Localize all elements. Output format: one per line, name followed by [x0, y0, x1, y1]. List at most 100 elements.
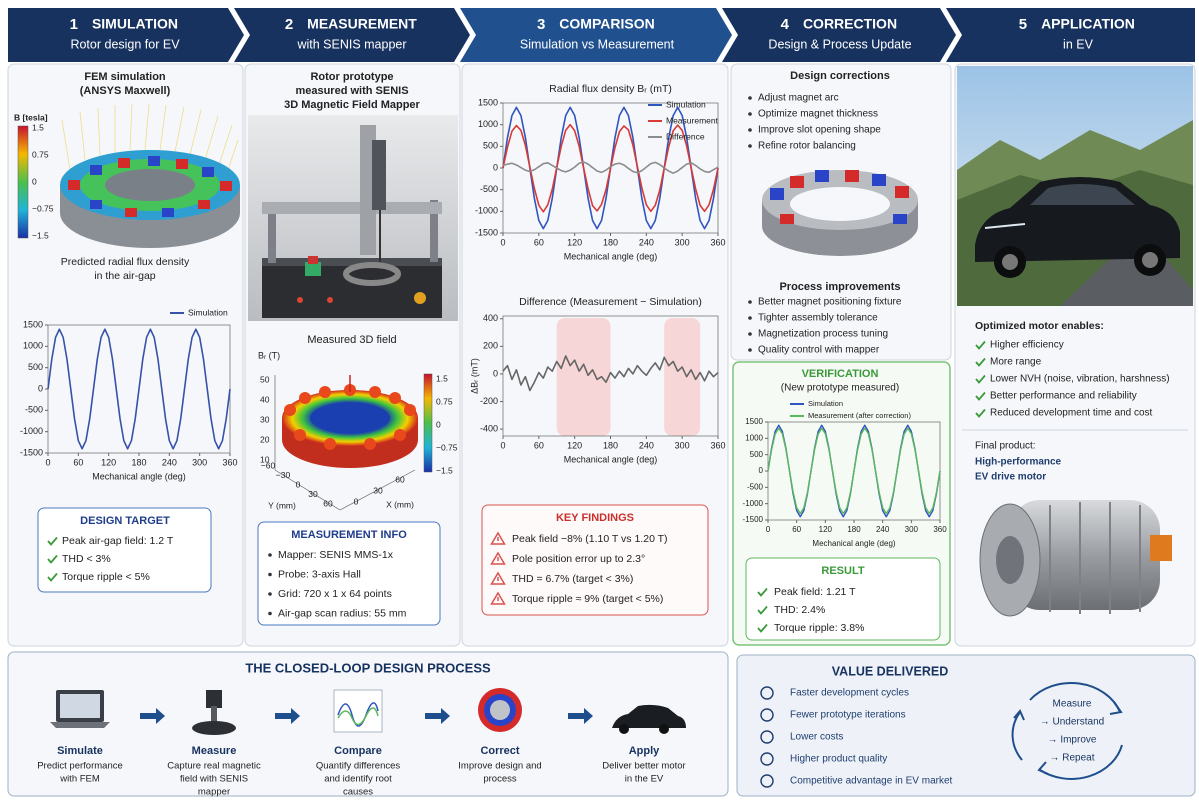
- y-tick-label: 400: [483, 313, 498, 323]
- findings-box: [481, 504, 709, 616]
- bullet: [268, 611, 272, 616]
- y-tick-label: 0: [493, 162, 498, 172]
- label: Correct: [480, 745, 519, 757]
- label: EV drive motor: [975, 472, 1046, 483]
- label: Quality control with mapper: [758, 345, 880, 356]
- x-tick-label: 360: [222, 457, 237, 467]
- label: Grid: 720 x 1 x 64 points: [278, 588, 392, 600]
- label: 0: [354, 496, 359, 506]
- label: 0: [296, 479, 301, 489]
- x-tick-label: 0: [766, 525, 771, 534]
- chart-title: Difference (Measurement − Simulation): [519, 296, 702, 308]
- y-tick-label: 1000: [23, 341, 43, 351]
- x-tick-label: 360: [933, 525, 947, 534]
- label: B [tesla]: [14, 112, 48, 122]
- step-subtitle: Simulation vs Measurement: [520, 37, 675, 51]
- label: process: [483, 774, 517, 785]
- label: KEY FINDINGS: [556, 512, 634, 524]
- y-tick-label: -1000: [743, 499, 764, 508]
- y-tick-label: 1500: [745, 417, 763, 426]
- label: Higher product quality: [790, 754, 887, 765]
- label: Peak field: 1.21 T: [774, 586, 856, 598]
- label: RESULT: [821, 565, 864, 577]
- label: Tighter assembly tolerance: [758, 313, 878, 324]
- value-icons: [760, 686, 774, 788]
- car-photo: [957, 66, 1193, 306]
- label: 1.5: [32, 122, 44, 132]
- step-subtitle: Design & Process Update: [768, 37, 911, 51]
- y-tick-label: 1500: [23, 319, 43, 329]
- label: Mapper: SENIS MMS-1x: [278, 549, 394, 561]
- y-tick-label: -500: [25, 405, 43, 415]
- 3d-field-plot: [274, 375, 418, 511]
- mapper-photo: [248, 115, 458, 321]
- label: −30: [276, 470, 291, 480]
- x-tick-label: 300: [675, 440, 690, 450]
- step-title: COMPARISON: [559, 16, 654, 32]
- y-tick-label: 1000: [478, 119, 498, 129]
- label: 0: [32, 176, 37, 186]
- label: in the air-gap: [94, 270, 155, 282]
- label: Final product:: [975, 441, 1036, 452]
- step-number: 4: [781, 16, 790, 33]
- y-tick-label: 0: [759, 466, 764, 475]
- y-tick-label: -1500: [475, 227, 498, 237]
- warning-icon: [490, 531, 506, 545]
- label: Competitive advantage in EV market: [790, 776, 953, 787]
- label: mapper: [198, 787, 230, 798]
- series-line: [502, 355, 719, 392]
- label: 0.75: [32, 149, 49, 159]
- label: −1.5: [436, 465, 453, 475]
- label: More range: [990, 357, 1042, 368]
- check-icon: [975, 391, 986, 401]
- label: Rotor prototype: [310, 71, 393, 83]
- step-subtitle: in EV: [1063, 37, 1094, 51]
- y-tick-label: 500: [750, 450, 764, 459]
- label: DESIGN TARGET: [80, 515, 170, 527]
- label: Torque ripple: 3.8%: [774, 622, 864, 634]
- label: measured with SENIS: [295, 85, 408, 97]
- step-subtitle: with SENIS mapper: [296, 37, 406, 51]
- label: THE CLOSED-LOOP DESIGN PROCESS: [245, 660, 491, 675]
- x-tick-label: 0: [500, 440, 505, 450]
- x-tick-label: 120: [567, 440, 582, 450]
- warning-icon: [490, 571, 506, 585]
- label: Torque ripple ≈ 9% (target < 5%): [512, 593, 663, 605]
- label: 30: [308, 489, 318, 499]
- bullet: [748, 332, 752, 336]
- step-number: 5: [1019, 16, 1027, 33]
- label: Fewer prototype iterations: [790, 710, 906, 721]
- step-chevron: [8, 8, 244, 62]
- x-axis-label: Mechanical angle (deg): [92, 471, 186, 481]
- label: Compare: [334, 745, 382, 757]
- label: Faster development cycles: [790, 688, 909, 699]
- bullet: [748, 144, 752, 148]
- label: → Understand: [1040, 717, 1104, 728]
- label: High-performance: [975, 457, 1062, 468]
- x-axis-label: Mechanical angle (deg): [564, 251, 658, 261]
- step-chevron: [234, 8, 470, 62]
- label: → Repeat: [1049, 753, 1094, 764]
- result-box: [745, 557, 941, 641]
- legend-label: Simulation: [808, 399, 843, 408]
- label: Measured 3D field: [307, 334, 396, 346]
- label: 1.5: [436, 373, 448, 383]
- label: Simulate: [57, 745, 103, 757]
- check-icon: [47, 536, 58, 546]
- x-tick-label: 0: [45, 457, 50, 467]
- y-tick-label: -500: [480, 184, 498, 194]
- label: and identify root: [324, 774, 392, 785]
- step-chevron: [460, 8, 732, 62]
- x-tick-label: 60: [534, 440, 544, 450]
- x-tick-label: 300: [905, 525, 919, 534]
- x-tick-label: 240: [876, 525, 890, 534]
- step-title: APPLICATION: [1041, 16, 1135, 32]
- x-tick-label: 180: [603, 440, 618, 450]
- label: 10: [260, 454, 270, 464]
- step-title: MEASUREMENT: [307, 16, 417, 32]
- label: FEM simulation: [84, 71, 166, 83]
- y-axis-label: ΔBᵣ (mT): [469, 358, 479, 394]
- check-icon: [975, 408, 986, 418]
- label: Process improvements: [779, 281, 900, 293]
